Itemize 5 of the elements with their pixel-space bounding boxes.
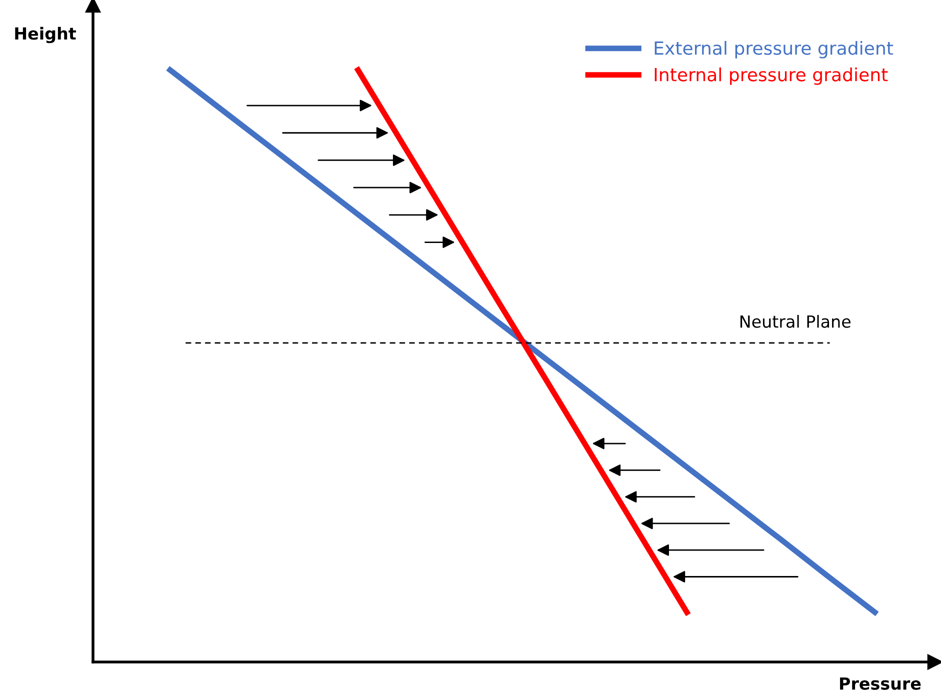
legend-label: Internal pressure gradient bbox=[654, 67, 888, 85]
legend-label: External pressure gradient bbox=[654, 40, 894, 58]
x-axis-title: Pressure bbox=[840, 677, 921, 690]
y-axis-title: Height bbox=[15, 26, 76, 44]
ref-line-label: Neutral Plane bbox=[740, 314, 850, 328]
